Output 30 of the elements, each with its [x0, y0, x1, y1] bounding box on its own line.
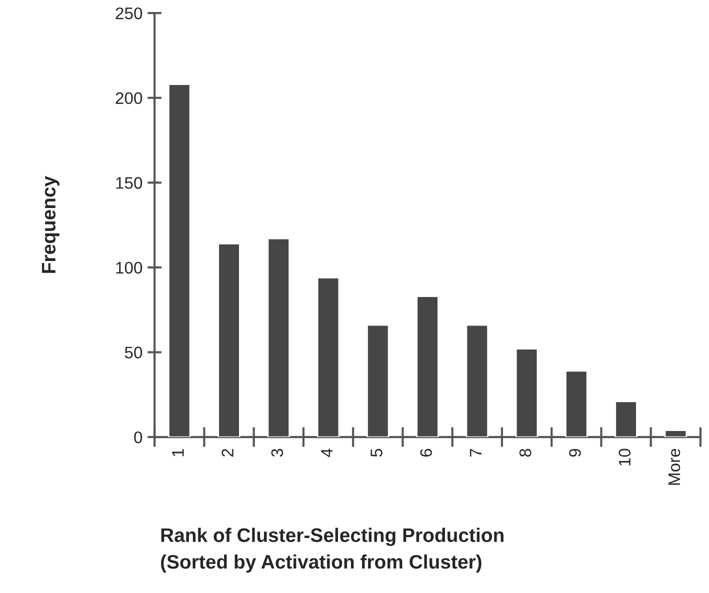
x-tick-label: 3	[271, 448, 284, 457]
y-tick-label: 50	[124, 346, 142, 358]
x-tick-label: 2	[222, 448, 234, 457]
bar	[515, 348, 538, 438]
x-tick-label: 1	[172, 448, 184, 456]
bar	[316, 276, 340, 438]
x-tick-label: 9	[569, 448, 581, 457]
x-tick-label: 5	[370, 448, 382, 457]
y-tick-label: 150	[116, 177, 142, 189]
y-tick-label: 0	[134, 431, 142, 444]
bar	[366, 324, 390, 438]
y-axis-title: Frequency	[42, 176, 60, 273]
x-axis-title: Rank of Cluster-Selecting Production (Sorted by Activation from Cluster)	[160, 528, 504, 573]
bar	[565, 370, 588, 438]
x-tick-label: 6	[420, 448, 432, 457]
x-tick-label: More	[668, 448, 680, 485]
y-tick-label: 200	[116, 92, 142, 104]
bar	[168, 84, 191, 438]
bar	[416, 296, 439, 438]
bar	[218, 243, 240, 438]
x-tick-label: 7	[470, 448, 482, 457]
x-tick-label: 4	[321, 448, 333, 458]
x-tick-label: 10	[618, 448, 631, 466]
y-tick-label: 250	[116, 7, 142, 20]
y-tick-label: 100	[116, 262, 142, 274]
bar	[664, 430, 688, 438]
x-tick-label: 8	[519, 448, 532, 457]
bar	[614, 400, 638, 438]
bar	[466, 324, 489, 438]
bar	[267, 238, 290, 438]
